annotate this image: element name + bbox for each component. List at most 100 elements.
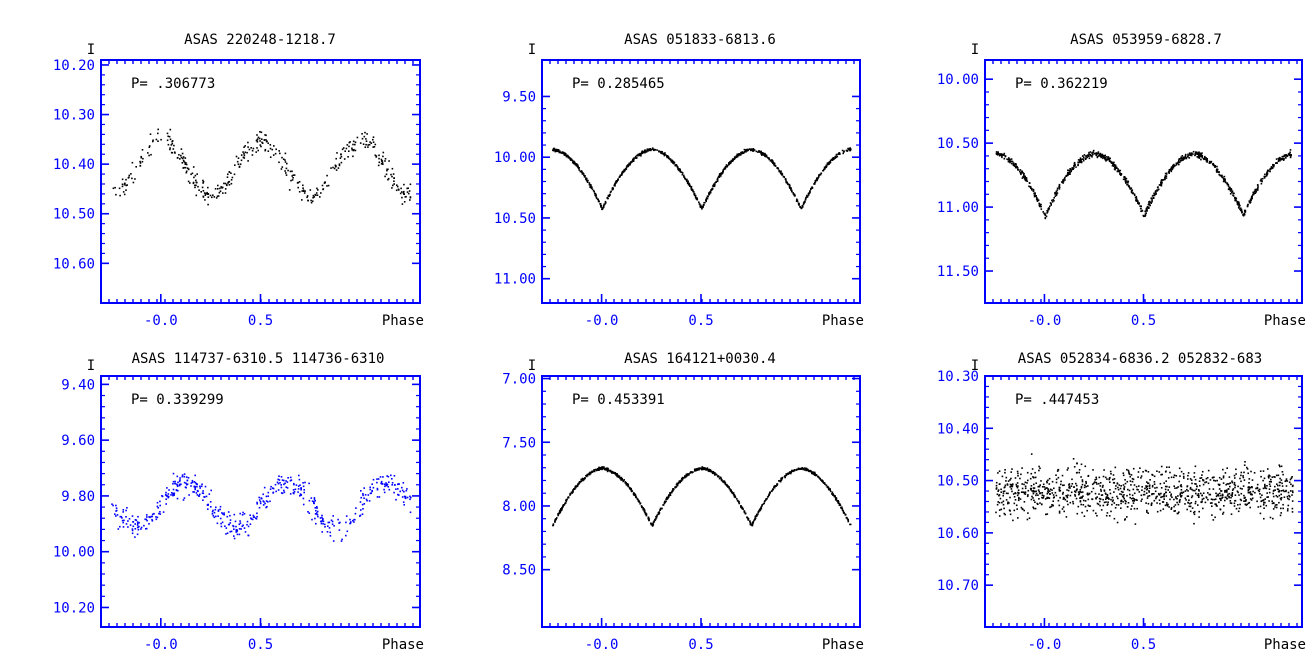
data-point bbox=[753, 149, 756, 151]
data-point bbox=[206, 504, 209, 506]
data-point bbox=[1187, 154, 1190, 157]
data-point bbox=[1264, 173, 1266, 176]
data-point bbox=[810, 471, 813, 473]
data-point bbox=[709, 469, 712, 471]
data-point bbox=[1165, 173, 1168, 175]
data-point bbox=[151, 520, 154, 522]
data-point bbox=[368, 500, 371, 502]
data-point bbox=[1206, 160, 1208, 162]
data-point bbox=[1222, 468, 1224, 471]
data-point bbox=[1169, 169, 1171, 171]
data-point bbox=[599, 203, 601, 205]
data-point bbox=[173, 144, 175, 147]
data-point bbox=[1050, 203, 1052, 205]
data-point bbox=[363, 135, 366, 138]
data-point bbox=[1032, 489, 1035, 492]
data-point bbox=[1212, 519, 1215, 521]
data-point bbox=[1067, 171, 1069, 174]
data-point bbox=[1239, 487, 1242, 490]
chart-panel-2: ASAS 051833-6813.69.5010.0010.5011.00-0.… bbox=[494, 32, 864, 329]
data-point bbox=[834, 157, 836, 159]
data-point bbox=[397, 488, 399, 490]
data-point bbox=[292, 489, 295, 491]
data-point bbox=[212, 194, 214, 196]
data-point bbox=[380, 158, 383, 161]
data-point bbox=[644, 513, 647, 515]
data-point bbox=[1079, 157, 1082, 159]
data-point bbox=[1287, 497, 1289, 500]
data-point bbox=[1023, 501, 1026, 503]
data-point bbox=[1097, 151, 1100, 153]
data-point bbox=[1140, 210, 1142, 213]
data-point bbox=[167, 495, 170, 498]
data-point bbox=[741, 506, 744, 509]
period-label: P= 0.339299 bbox=[131, 392, 224, 408]
data-point bbox=[693, 193, 696, 195]
data-point bbox=[1081, 483, 1084, 486]
data-point bbox=[226, 515, 229, 518]
data-point bbox=[302, 187, 304, 189]
data-point bbox=[1033, 499, 1035, 502]
data-point bbox=[1239, 208, 1241, 210]
data-point bbox=[227, 182, 229, 184]
data-point bbox=[660, 152, 662, 154]
data-point bbox=[243, 146, 245, 148]
data-point bbox=[998, 154, 1001, 157]
data-point bbox=[1012, 162, 1015, 164]
data-point bbox=[138, 521, 140, 524]
data-point bbox=[1163, 482, 1165, 484]
data-point bbox=[257, 136, 260, 139]
data-point bbox=[1263, 517, 1265, 520]
data-point bbox=[135, 519, 138, 521]
data-point bbox=[228, 171, 231, 173]
data-point bbox=[637, 154, 640, 156]
data-point bbox=[1051, 504, 1053, 506]
data-point bbox=[340, 540, 343, 542]
data-point bbox=[610, 470, 613, 473]
data-point bbox=[140, 528, 142, 530]
data-point bbox=[733, 157, 736, 159]
data-point bbox=[781, 476, 784, 479]
data-point bbox=[149, 133, 152, 135]
data-point bbox=[842, 152, 844, 155]
data-point bbox=[760, 150, 762, 153]
data-point bbox=[1248, 200, 1251, 202]
data-point bbox=[1069, 501, 1072, 504]
data-point bbox=[583, 174, 585, 177]
data-point bbox=[1154, 490, 1157, 493]
data-point bbox=[766, 155, 768, 158]
data-point bbox=[1004, 155, 1007, 157]
data-point bbox=[1252, 193, 1255, 196]
data-point bbox=[134, 528, 137, 530]
data-point bbox=[316, 194, 319, 196]
data-point bbox=[1035, 494, 1037, 497]
data-point bbox=[1265, 487, 1268, 490]
data-point bbox=[1239, 204, 1241, 207]
data-point bbox=[770, 490, 773, 493]
data-point bbox=[1096, 514, 1098, 517]
data-point bbox=[1034, 192, 1036, 194]
data-point bbox=[799, 205, 801, 208]
data-point bbox=[639, 502, 642, 504]
data-point bbox=[646, 150, 648, 152]
data-point bbox=[1238, 203, 1240, 206]
data-point bbox=[1088, 153, 1090, 155]
data-point bbox=[202, 190, 205, 192]
data-point bbox=[745, 149, 747, 152]
data-point bbox=[1126, 480, 1129, 483]
data-point bbox=[732, 492, 735, 494]
data-point bbox=[1040, 208, 1043, 210]
data-point bbox=[209, 501, 212, 503]
data-point bbox=[363, 497, 365, 499]
data-point bbox=[300, 488, 302, 491]
data-point bbox=[1120, 173, 1123, 175]
data-point bbox=[179, 477, 181, 479]
data-point bbox=[1010, 488, 1013, 490]
data-point bbox=[1286, 509, 1289, 512]
data-point bbox=[1148, 204, 1151, 206]
data-point bbox=[676, 165, 678, 168]
data-point bbox=[1119, 173, 1121, 176]
data-point bbox=[1193, 513, 1196, 516]
data-point bbox=[609, 469, 612, 472]
data-point bbox=[369, 486, 371, 489]
